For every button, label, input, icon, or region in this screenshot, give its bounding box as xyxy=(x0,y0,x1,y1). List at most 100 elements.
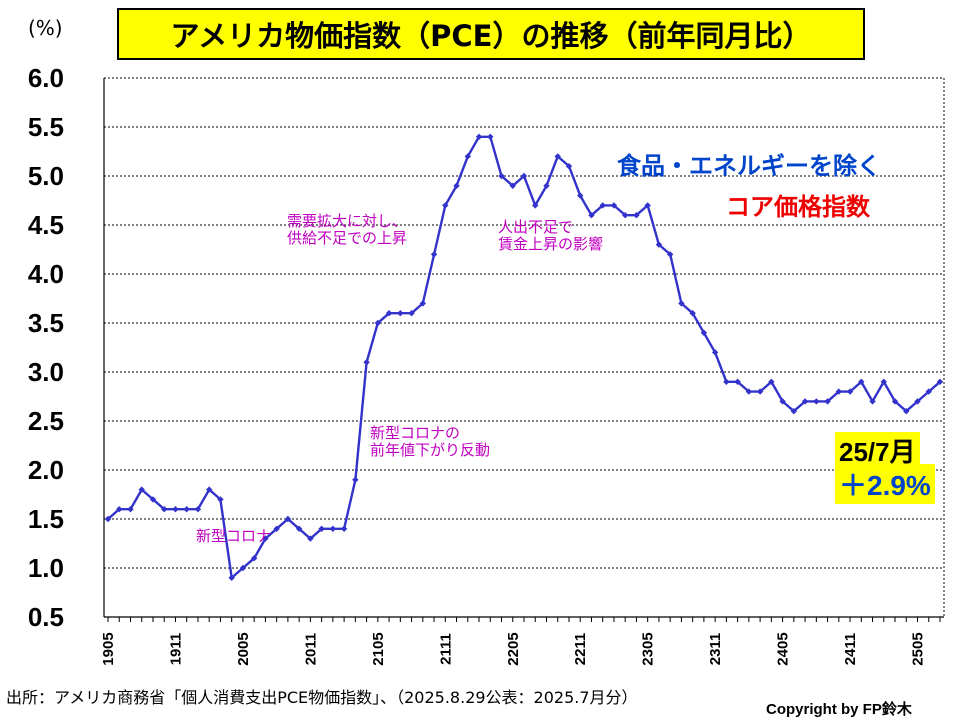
annotation-demand-line-2: 供給不足での上昇 xyxy=(287,229,408,247)
legend-line-1: 食品・エネルギーを除く xyxy=(617,152,881,180)
annotation-wages: 人出不足で 賃金上昇の影響 xyxy=(498,219,603,253)
data-point xyxy=(588,212,595,219)
data-point xyxy=(430,251,438,258)
data-point xyxy=(711,349,719,356)
data-point xyxy=(689,310,696,317)
y-tick-label: 0.5 xyxy=(28,602,64,632)
data-point xyxy=(756,388,764,395)
y-tick-label: 1.5 xyxy=(28,504,64,534)
data-point xyxy=(307,535,314,542)
data-point xyxy=(779,398,786,405)
data-point xyxy=(318,525,325,532)
y-tick-label: 4.0 xyxy=(28,259,64,289)
data-point xyxy=(464,153,471,160)
annotation-wages-line-1: 人出不足で xyxy=(498,218,574,236)
data-point xyxy=(284,515,292,523)
data-point xyxy=(250,555,258,562)
data-point xyxy=(172,506,179,513)
data-point xyxy=(869,398,876,405)
y-tick-label: 2.5 xyxy=(28,406,64,436)
data-point xyxy=(194,506,202,513)
y-tick-label: 5.5 xyxy=(28,112,64,142)
data-point xyxy=(723,378,730,385)
data-point xyxy=(891,398,899,405)
data-point xyxy=(127,506,134,513)
copyright: Copyright by FP鈴木 xyxy=(766,701,912,718)
y-tick-label: 3.0 xyxy=(28,357,64,387)
y-axis-unit: (%) xyxy=(28,16,63,40)
data-point xyxy=(813,398,820,405)
x-tick-label: 1905 xyxy=(100,632,117,665)
data-point xyxy=(846,388,854,395)
data-point xyxy=(239,564,247,572)
data-point xyxy=(397,310,404,317)
annotation-rebound-line-1: 新型コロナの xyxy=(370,424,461,442)
x-tick-label: 2205 xyxy=(505,632,522,665)
data-point xyxy=(385,310,393,317)
data-point xyxy=(532,202,539,209)
data-point xyxy=(487,133,494,140)
data-point xyxy=(419,300,427,307)
data-point xyxy=(858,378,865,385)
data-point xyxy=(295,525,303,532)
x-tick-label: 2211 xyxy=(572,633,589,666)
x-tick-label: 2011 xyxy=(302,633,319,666)
axes xyxy=(103,78,945,622)
data-point xyxy=(149,496,157,503)
data-point xyxy=(138,486,145,493)
data-point xyxy=(340,525,348,532)
latest-period: 25/7月 xyxy=(835,432,920,469)
x-tick-label: 2411 xyxy=(842,633,859,666)
data-point xyxy=(453,182,460,189)
annotation-rebound-line-2: 前年値下がり反動 xyxy=(370,441,491,459)
data-point xyxy=(824,398,831,405)
x-tick-label: 2311 xyxy=(707,633,724,666)
data-point xyxy=(835,388,843,395)
data-point xyxy=(374,319,382,327)
x-axis-ticks: 1905 1911 2005 2011 2105 2111 2205 2211 2305 2311… xyxy=(100,632,927,665)
x-tick-label: 2105 xyxy=(370,632,387,665)
data-point xyxy=(363,359,370,366)
data-point xyxy=(678,300,685,307)
data-point xyxy=(228,574,235,581)
data-point xyxy=(936,378,944,385)
data-point xyxy=(790,408,798,415)
chart-title: アメリカ物価指数（PCE）の推移（前年同月比） xyxy=(117,8,865,60)
annotation-rebound: 新型コロナの 前年値下がり反動 xyxy=(370,425,490,459)
data-point xyxy=(565,163,573,170)
data-point xyxy=(655,241,663,248)
data-point xyxy=(408,310,415,317)
data-point xyxy=(116,506,123,513)
data-point xyxy=(498,172,505,180)
data-point xyxy=(577,192,584,199)
data-point xyxy=(745,388,753,395)
source-note: 出所：アメリカ商務省「個人消費支出PCE物価指数」、（2025.8.29公表：2… xyxy=(6,688,638,707)
data-point xyxy=(520,172,528,180)
data-point xyxy=(880,378,887,385)
data-point xyxy=(903,408,910,415)
y-tick-label: 5.0 xyxy=(28,161,64,191)
annotation-covid: 新型コロナ xyxy=(196,528,271,545)
latest-value: ＋2.9% xyxy=(835,464,935,504)
data-point xyxy=(352,476,359,483)
annotation-wages-line-2: 賃金上昇の影響 xyxy=(498,235,604,253)
annotation-demand: 需要拡大に対し、 供給不足での上昇 xyxy=(287,213,407,247)
data-point xyxy=(442,202,449,209)
x-tick-label: 2505 xyxy=(910,632,927,665)
annotation-demand-line-1: 需要拡大に対し、 xyxy=(287,212,408,230)
data-point xyxy=(644,202,651,209)
data-point xyxy=(633,212,640,219)
series-line xyxy=(104,133,944,581)
x-tick-label: 2111 xyxy=(437,633,454,665)
data-point xyxy=(205,486,213,493)
data-point xyxy=(914,398,921,405)
y-tick-label: 4.5 xyxy=(28,210,64,240)
data-point xyxy=(768,378,775,385)
y-tick-label: 2.0 xyxy=(28,455,64,485)
x-tick-label: 2305 xyxy=(640,632,657,665)
data-point xyxy=(329,525,337,532)
x-tick-label: 2405 xyxy=(775,632,792,665)
annotation-covid-line-1: 新型コロナ xyxy=(196,527,272,545)
data-point xyxy=(217,496,224,503)
